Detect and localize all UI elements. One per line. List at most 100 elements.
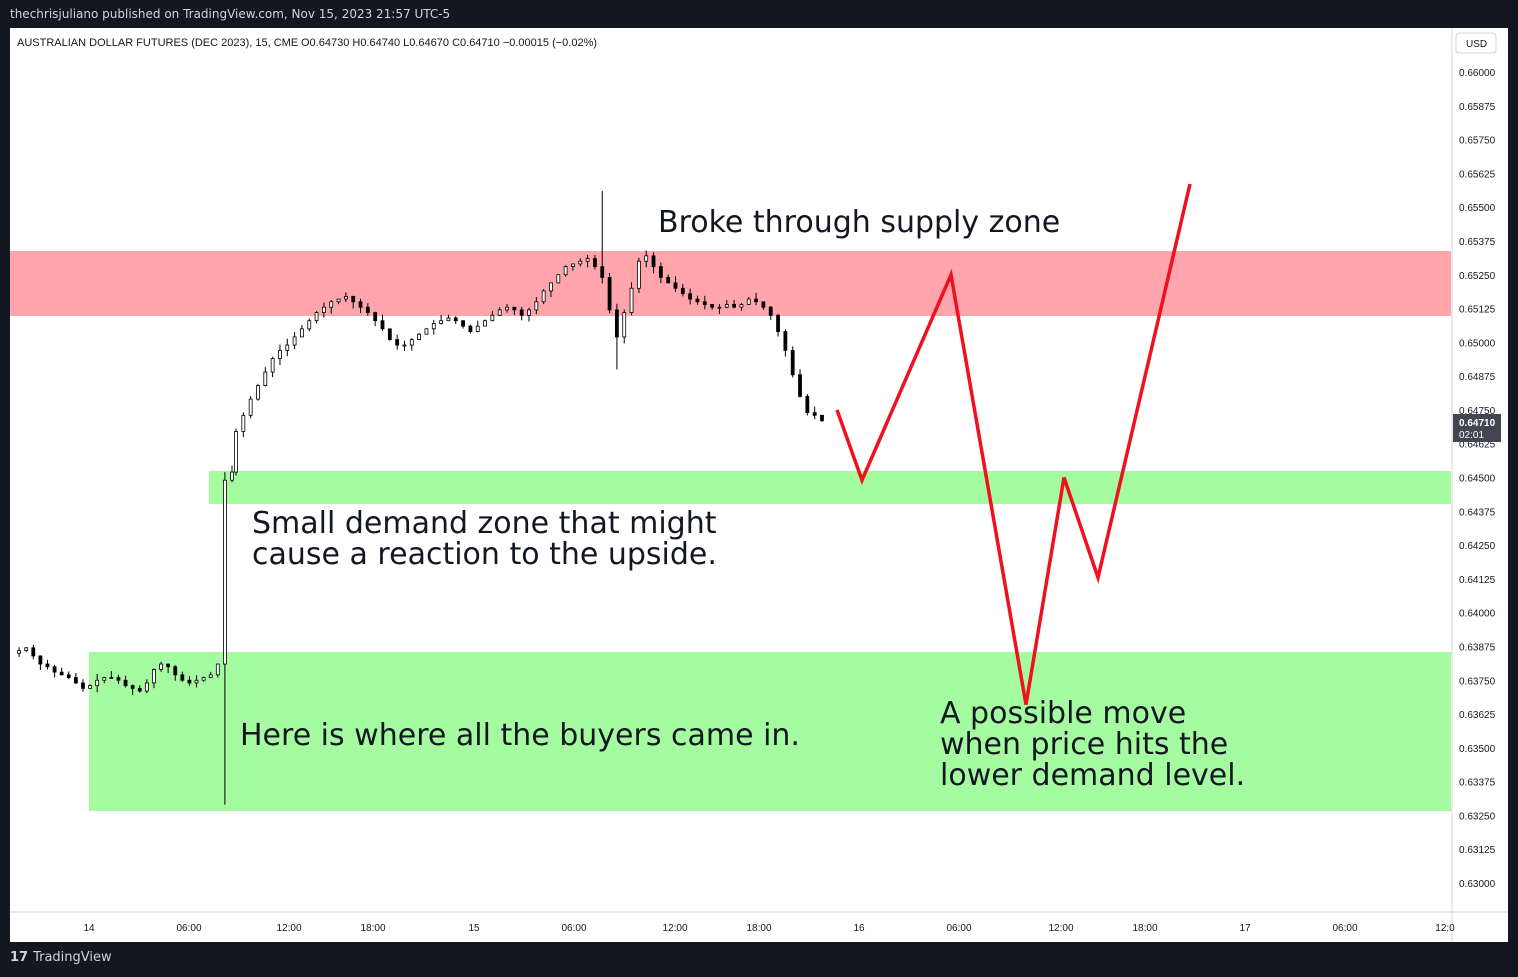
move-annotation-line2[interactable]: when price hits the [940, 727, 1228, 762]
demand-zone[interactable] [89, 652, 1451, 811]
candle-body [417, 333, 422, 341]
candle-body [263, 371, 268, 386]
candle-body [292, 336, 297, 346]
price-tick-label: 0.64125 [1459, 575, 1496, 586]
candle-body [270, 358, 275, 373]
candle-body [431, 323, 436, 330]
candle-body [17, 650, 21, 654]
candle-body [88, 685, 92, 689]
candle-body [519, 309, 524, 316]
currency-button[interactable] [1455, 32, 1497, 54]
small-demand-annotation-line2[interactable]: cause a reaction to the upside. [252, 537, 717, 572]
candle-body [710, 304, 715, 308]
price-tick-label: 0.63250 [1459, 811, 1496, 822]
candle-body [241, 414, 246, 432]
small-demand-zone[interactable] [209, 471, 1451, 504]
candle-body [534, 301, 539, 311]
candle-body [732, 304, 736, 308]
currency-label: USD [1466, 39, 1487, 50]
candle-body [45, 663, 50, 668]
candle-body [285, 344, 290, 351]
time-tick-label: 18:00 [746, 923, 771, 934]
price-tick-label: 0.63500 [1459, 744, 1496, 755]
candle-body [658, 266, 663, 278]
candle-body [215, 663, 220, 676]
candle-body [137, 687, 142, 692]
candle-body [615, 309, 619, 338]
candle-body [248, 398, 253, 416]
candle-body [776, 314, 780, 332]
price-tick-label: 0.64750 [1459, 406, 1496, 417]
price-tick-label: 0.65500 [1459, 203, 1496, 214]
price-tick-label: 0.63625 [1459, 710, 1496, 721]
candle-body [798, 374, 802, 397]
candle-body [234, 431, 238, 473]
buyers-annotation[interactable]: Here is where all the buyers came in. [240, 718, 800, 753]
price-tick-label: 0.64875 [1459, 372, 1496, 383]
candle-body [373, 312, 378, 322]
candle-body [768, 306, 773, 316]
candle-body [475, 325, 480, 332]
time-tick-label: 18:00 [360, 923, 385, 934]
candle-body [73, 677, 78, 684]
candle-body [651, 255, 656, 268]
candle-body [180, 674, 185, 681]
candle-body [585, 258, 590, 262]
candle-body [483, 320, 487, 327]
time-tick-label: 12:0 [1435, 923, 1455, 934]
time-tick-label: 12:00 [662, 923, 687, 934]
candle-body [527, 309, 531, 316]
price-axis[interactable]: 0.66000 0.65875 0.65750 0.65625 0.65500 0.653… [1459, 68, 1496, 890]
candle-body [159, 663, 163, 670]
candle-body [820, 414, 824, 422]
candle-body [512, 306, 517, 311]
candle-body [95, 679, 100, 687]
candle-body [563, 266, 568, 276]
small-demand-annotation-line1[interactable]: Small demand zone that might [252, 506, 717, 541]
time-axis[interactable]: 14 06:00 12:00 18:00 15 06:00 12:00 18:00 16 06:0… [83, 923, 1455, 934]
candle-body [446, 317, 451, 322]
candle-body [541, 290, 546, 303]
price-tick-label: 0.63375 [1459, 778, 1496, 789]
price-tick-label: 0.65000 [1459, 338, 1496, 349]
candle-body [336, 298, 341, 303]
move-annotation-line3[interactable]: lower demand level. [940, 758, 1245, 793]
footer-bar: 17 TradingView [0, 942, 1518, 977]
supply-annotation[interactable]: Broke through supply zone [658, 205, 1060, 240]
candle-body [468, 325, 473, 332]
tradingview-mark-icon: 17 [10, 950, 29, 965]
candle-body [314, 312, 319, 322]
candle-body [571, 263, 575, 268]
candle-body [278, 350, 282, 359]
price-tick-label: 0.65250 [1459, 271, 1496, 282]
candle-body [644, 255, 649, 262]
price-tick-label: 0.64375 [1459, 507, 1496, 518]
candle-body [439, 320, 444, 324]
time-tick-label: 06:00 [946, 923, 971, 934]
price-tick-label: 0.65375 [1459, 237, 1496, 248]
candle-body [688, 293, 693, 300]
price-tick-label: 0.65125 [1459, 305, 1496, 316]
candles [17, 190, 824, 805]
candle-body [223, 479, 227, 665]
candle-body [201, 677, 206, 681]
supply-zone[interactable] [10, 251, 1451, 316]
candle-body [622, 312, 627, 338]
candle-body [300, 328, 304, 338]
price-tick-label: 0.65875 [1459, 102, 1496, 113]
tradingview-logo[interactable]: 17 TradingView [10, 950, 112, 965]
candle-body [66, 674, 71, 678]
candle-body [194, 679, 199, 684]
candle-body [256, 385, 260, 400]
candle-body [724, 304, 729, 308]
candle-body [187, 679, 192, 684]
time-tick-label: 15 [468, 923, 480, 934]
candle-body [329, 301, 334, 308]
move-annotation-line1[interactable]: A possible move [940, 696, 1186, 731]
price-tick-label: 0.64625 [1459, 440, 1496, 451]
candle-body [387, 328, 392, 341]
candle-body [59, 671, 64, 676]
projection-path[interactable] [835, 183, 1192, 705]
candle-body [424, 328, 429, 335]
